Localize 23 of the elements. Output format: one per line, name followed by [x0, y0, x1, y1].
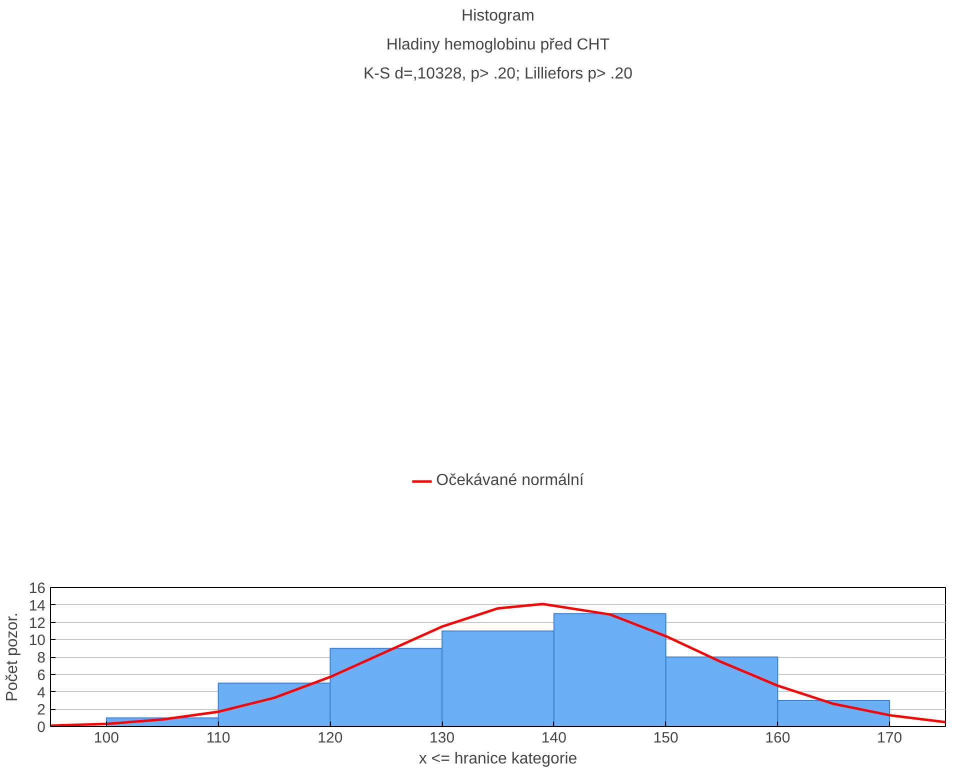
- y-tick-label: 4: [37, 684, 46, 702]
- y-tick-label: 8: [37, 650, 46, 666]
- y-tick-label: 2: [37, 702, 46, 719]
- x-tick-label: 120: [318, 730, 343, 746]
- y-axis-title: Počet pozor.: [4, 612, 21, 702]
- x-axis-title: x <= hranice kategorie: [418, 750, 578, 768]
- chart-subtitle: Hladiny hemoglobinu před CHT: [386, 36, 610, 54]
- y-tick-label: 16: [28, 580, 46, 597]
- x-tick-label: 150: [653, 730, 678, 746]
- y-tick-label: 14: [28, 597, 46, 614]
- y-tick-label: 0: [37, 719, 46, 736]
- x-tick-label: 140: [541, 730, 566, 746]
- x-tick-label: 130: [430, 730, 455, 746]
- y-tick-label: 12: [28, 614, 46, 632]
- x-tick-label: 100: [94, 730, 119, 746]
- y-tick-label: 10: [28, 632, 46, 650]
- x-tick-label: 110: [206, 730, 230, 746]
- chart-title: Histogram: [462, 8, 534, 24]
- x-tick-label: 170: [877, 730, 902, 746]
- text: K-S d=,10328, p> .20; Lilliefors p> .20: [363, 66, 633, 82]
- legend-label: Očekávané normální: [436, 472, 584, 490]
- x-tick-label: 160: [765, 730, 790, 746]
- y-tick-label: 6: [37, 666, 46, 684]
